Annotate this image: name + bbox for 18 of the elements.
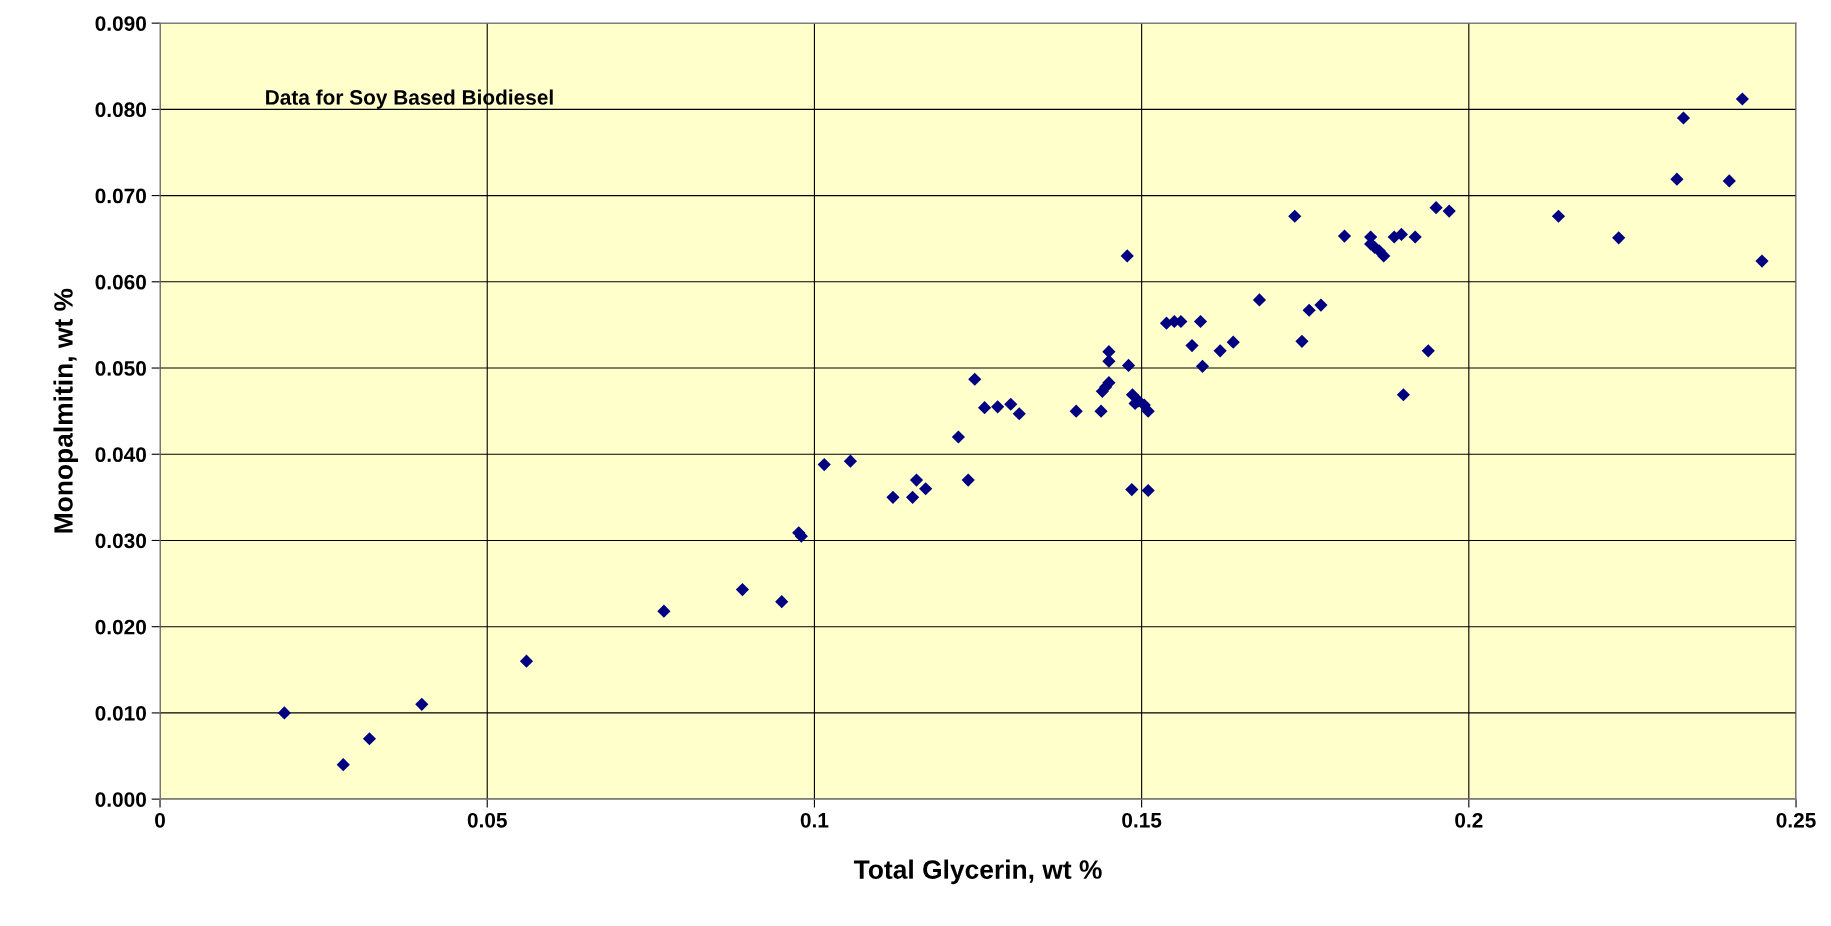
y-tick-label: 0.000 xyxy=(95,792,146,807)
x-tick-label: 0.05 xyxy=(467,812,507,828)
x-tick-label: 0.25 xyxy=(1776,812,1816,828)
y-tick-label: 0.070 xyxy=(95,188,146,204)
y-tick-label: 0.040 xyxy=(95,447,146,463)
x-tick-label: 0 xyxy=(155,812,165,828)
y-tick-label: 0.050 xyxy=(95,361,146,376)
y-tick-label: 0.030 xyxy=(95,533,146,549)
y-tick-label: 0.020 xyxy=(95,619,146,635)
y-tick-label: 0.090 xyxy=(95,16,146,31)
y-tick-label: 0.060 xyxy=(95,274,146,290)
x-tick-label: 0.1 xyxy=(800,812,829,828)
x-tick-label: 0.15 xyxy=(1122,812,1162,828)
x-tick-label: 0.2 xyxy=(1455,812,1483,828)
y-tick-label: 0.010 xyxy=(95,705,146,721)
y-tick-label: 0.080 xyxy=(95,102,146,118)
x-axis-title: Total Glycerin, wt % xyxy=(853,859,1102,885)
y-axis-title: Monopalmitin, wt % xyxy=(53,288,79,533)
